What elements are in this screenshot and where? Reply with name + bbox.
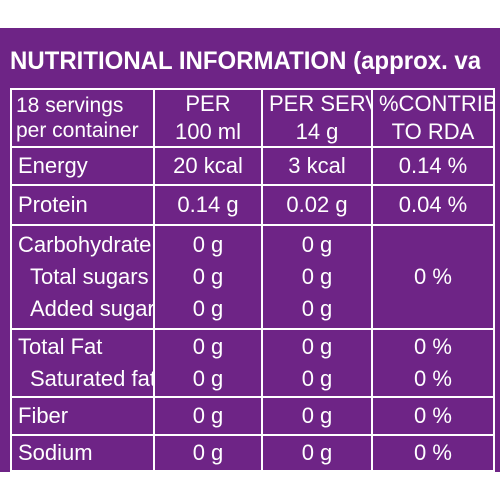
carbohydrate-row: Carbohydrate Total sugars Added sugars 0…: [10, 224, 495, 330]
carbohydrate-label-cell: Carbohydrate Total sugars Added sugars: [10, 224, 155, 330]
fiber-serving: 0 g: [261, 396, 373, 436]
energy-per100: 20 kcal: [153, 146, 263, 186]
per-header-line-1: PER: [185, 91, 231, 116]
fiber-row: Fiber 0 g 0 g 0 %: [10, 396, 495, 436]
carbohydrate-rda: 0 %: [371, 224, 495, 330]
nutrition-table: 18 servings per container PER 100 ml PER…: [10, 88, 495, 472]
protein-rda: 0.04 %: [371, 184, 495, 226]
total-sugars-per100: 0 g: [192, 264, 224, 289]
added-sugars-per100: 0 g: [192, 296, 224, 321]
protein-per100: 0.14 g: [153, 184, 263, 226]
total-fat-row: Total Fat Saturated fat 0 g 0 g 0 g 0 g …: [10, 328, 495, 398]
sodium-per100: 0 g: [153, 434, 263, 472]
fiber-per100: 0 g: [153, 396, 263, 436]
total-fat-serving-cell: 0 g 0 g: [261, 328, 373, 398]
protein-serving: 0.02 g: [261, 184, 373, 226]
energy-label: Energy: [10, 146, 155, 186]
servings-line-1: 18 servings: [16, 94, 124, 117]
energy-rda: 0.14 %: [371, 146, 495, 186]
saturated-fat-label: Saturated fat: [30, 366, 154, 391]
rda-header-line-1: %CONTRIBUTION: [379, 91, 492, 116]
carbohydrate-per100-cell: 0 g 0 g 0 g: [153, 224, 263, 330]
protein-row: Protein 0.14 g 0.02 g 0.04 %: [10, 184, 495, 226]
saturated-fat-serving: 0 g: [301, 366, 333, 391]
per-serving-header: PER SERVING 14 g: [261, 88, 373, 148]
total-fat-per100-cell: 0 g 0 g: [153, 328, 263, 398]
energy-serving: 3 kcal: [261, 146, 373, 186]
saturated-fat-rda: 0 %: [414, 366, 452, 391]
carbohydrate-per100: 0 g: [192, 232, 224, 257]
carbohydrate-serving: 0 g: [301, 232, 333, 257]
added-sugars-label: Added sugars: [30, 296, 154, 321]
sodium-label: Sodium: [10, 434, 155, 472]
total-fat-per100: 0 g: [192, 334, 224, 359]
sodium-row: Sodium 0 g 0 g 0 %: [10, 434, 495, 472]
serving-header-line-1: PER SERVING: [269, 91, 370, 116]
total-fat-rda: 0 %: [414, 334, 452, 359]
saturated-fat-per100: 0 g: [192, 366, 224, 391]
fiber-label: Fiber: [10, 396, 155, 436]
protein-label: Protein: [10, 184, 155, 226]
per-header-line-2: 100 ml: [174, 119, 242, 144]
sodium-serving: 0 g: [261, 434, 373, 472]
rda-header-line-2: TO RDA: [391, 119, 475, 144]
total-fat-label: Total Fat: [18, 334, 103, 359]
serving-header-line-2: 14 g: [295, 119, 339, 144]
fiber-rda: 0 %: [371, 396, 495, 436]
servings-line-2: per container: [16, 119, 139, 142]
header-row: 18 servings per container PER 100 ml PER…: [10, 88, 495, 148]
total-fat-label-cell: Total Fat Saturated fat: [10, 328, 155, 398]
sodium-rda: 0 %: [371, 434, 495, 472]
total-fat-serving: 0 g: [301, 334, 333, 359]
energy-row: Energy 20 kcal 3 kcal 0.14 %: [10, 146, 495, 186]
total-fat-rda-cell: 0 % 0 %: [371, 328, 495, 398]
rda-header: %CONTRIBUTION TO RDA: [371, 88, 495, 148]
carbohydrate-serving-cell: 0 g 0 g 0 g: [261, 224, 373, 330]
label-title: NUTRITIONAL INFORMATION (approx. values): [10, 47, 481, 75]
servings-cell: 18 servings per container: [10, 88, 155, 148]
added-sugars-serving: 0 g: [301, 296, 333, 321]
per-100ml-header: PER 100 ml: [153, 88, 263, 148]
total-sugars-serving: 0 g: [301, 264, 333, 289]
carbohydrate-label: Carbohydrate: [18, 232, 152, 257]
total-sugars-label: Total sugars: [30, 264, 149, 289]
